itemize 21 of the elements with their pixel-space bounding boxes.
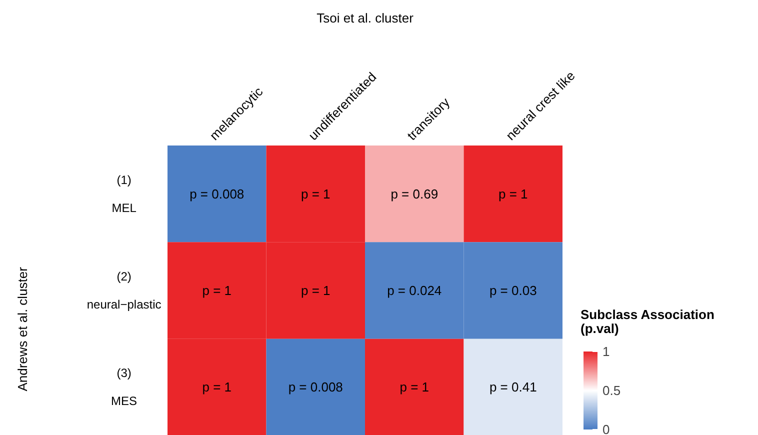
data-label: p = 1	[202, 380, 232, 395]
data-label: p = 1	[300, 186, 330, 202]
x-axis-title: Tsoi et al. cluster	[316, 10, 414, 26]
color-bar-label: 1	[602, 344, 610, 359]
y-tick-label: (3) MES	[111, 366, 138, 408]
data-label: p = 0.008	[288, 380, 343, 395]
y-axis-title: Andrews et al. cluster	[15, 266, 30, 392]
data-label: p = 0.03	[489, 283, 537, 298]
data-label: p = 1	[498, 186, 528, 202]
data-label: p = 0.008	[190, 186, 244, 202]
data-label: p = 0.41	[489, 380, 537, 395]
y-tick-label: (1) MEL	[112, 172, 137, 215]
legend-title: Subclass Association (p.val)	[580, 306, 714, 336]
color-bar-label: 0	[602, 422, 610, 435]
y-tick-label: (2) neural−plastic	[86, 270, 162, 312]
data-label: p = 0.69	[390, 186, 438, 202]
color-bar-label: 0.5	[602, 383, 621, 398]
data-label: p = 1	[202, 283, 232, 298]
data-label: p = 1	[400, 380, 430, 395]
data-label: p = 1	[300, 283, 330, 298]
data-label: p = 0.024	[387, 283, 442, 298]
